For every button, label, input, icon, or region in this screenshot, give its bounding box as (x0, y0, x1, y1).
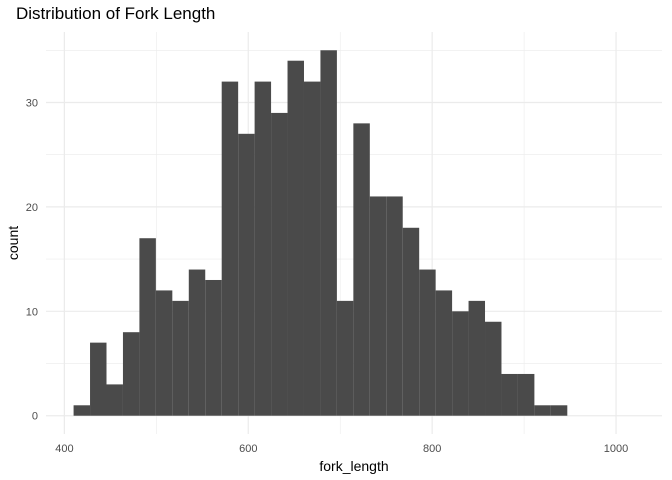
y-tick-label: 30 (26, 97, 38, 109)
histogram-bar (254, 81, 272, 416)
histogram-bar (73, 405, 91, 416)
x-axis-title: fork_length (319, 458, 388, 474)
y-axis-title: count (5, 226, 21, 260)
histogram-bar (188, 269, 206, 416)
histogram-bar (550, 405, 568, 416)
histogram-bar (402, 227, 420, 416)
x-tick-label: 800 (423, 443, 441, 455)
y-axis-tick-labels: 0 10 20 30 (26, 97, 38, 422)
histogram-bar (534, 405, 551, 416)
x-tick-label: 600 (239, 443, 257, 455)
histogram-bar (485, 321, 502, 416)
histogram-bar (353, 123, 370, 416)
histogram-bar (172, 300, 189, 416)
x-tick-label: 1000 (604, 443, 628, 455)
histogram-bar (271, 112, 288, 416)
histogram-bar (501, 373, 518, 416)
histogram-bar (122, 332, 140, 416)
histogram-bar (238, 133, 255, 416)
histogram-bar (320, 50, 337, 416)
chart-title: Distribution of Fork Length (16, 4, 216, 23)
histogram-bar (90, 342, 107, 416)
y-tick-label: 10 (26, 306, 38, 318)
histogram-bar (386, 196, 403, 416)
x-tick-label: 400 (55, 443, 73, 455)
histogram-bars (73, 50, 568, 416)
x-axis-tick-labels: 400 600 800 1000 (55, 443, 628, 455)
histogram-bar (155, 290, 173, 416)
histogram-bar (221, 81, 239, 416)
histogram-bar (369, 196, 387, 416)
y-tick-label: 0 (32, 411, 38, 423)
histogram-bar (139, 238, 156, 416)
histogram-bar (468, 300, 486, 416)
histogram-bar (205, 279, 222, 416)
histogram-bar (419, 269, 436, 416)
histogram-bar (303, 81, 321, 416)
histogram-bar (287, 60, 304, 416)
histogram-bar (336, 300, 354, 416)
histogram-bar (517, 373, 535, 416)
histogram-bar (435, 290, 453, 416)
y-tick-label: 20 (26, 202, 38, 214)
histogram-bar (452, 311, 469, 416)
histogram-bar (106, 384, 123, 416)
